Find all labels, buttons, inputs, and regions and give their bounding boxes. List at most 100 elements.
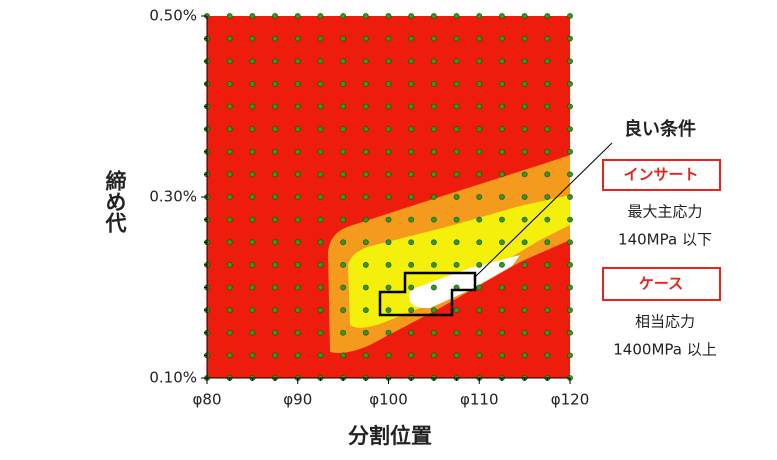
grid-point (476, 284, 483, 291)
grid-point (362, 58, 369, 65)
grid-point (362, 171, 369, 178)
grid-point (544, 329, 551, 336)
grid-point (340, 103, 347, 110)
grid-point (408, 261, 415, 268)
grid-point (521, 35, 528, 42)
grid-point (249, 352, 256, 359)
leader-line (473, 142, 613, 279)
grid-point (294, 103, 301, 110)
grid-point (567, 80, 573, 87)
grid-point (226, 126, 233, 133)
x-tick-label: φ80 (193, 391, 222, 409)
grid-point (453, 35, 460, 42)
grid-point (430, 58, 437, 65)
grid-point (272, 171, 278, 178)
grid-point (453, 307, 460, 314)
grid-point (567, 261, 573, 268)
grid-point (544, 13, 551, 19)
grid-point (453, 216, 460, 223)
grid-point (249, 58, 256, 65)
grid-point (567, 329, 573, 336)
grid-point (385, 216, 392, 223)
grid-point (430, 80, 437, 87)
grid-point (340, 13, 347, 19)
grid-point (499, 148, 505, 155)
grid-point (226, 80, 233, 87)
grid-point (544, 58, 551, 65)
grid-point (249, 103, 256, 110)
grid-point (249, 216, 256, 223)
grid-point (272, 307, 278, 314)
grid-point (476, 148, 483, 155)
grid-point (317, 216, 324, 223)
grid-point (272, 35, 278, 42)
grid-point (521, 261, 528, 268)
grid-point (340, 261, 347, 268)
grid-point (362, 352, 369, 359)
grid-point (226, 216, 233, 223)
grid-point (521, 103, 528, 110)
case-condition: 1400MPa 以上 (613, 341, 716, 359)
case-condition: 相当応力 (635, 313, 695, 331)
grid-point (340, 307, 347, 314)
grid-point (362, 103, 369, 110)
grid-point (544, 80, 551, 87)
grid-point (430, 239, 437, 246)
grid-point (340, 216, 347, 223)
grid-point (385, 103, 392, 110)
grid-point (499, 261, 505, 268)
grid-point (249, 13, 256, 19)
grid-point (249, 126, 256, 133)
grid-point (453, 239, 460, 246)
grid-point (272, 329, 278, 336)
grid-point (499, 35, 505, 42)
grid-point (567, 58, 573, 65)
grid-point (476, 307, 483, 314)
grid-point (249, 171, 256, 178)
grid-point (521, 284, 528, 291)
insert-label: インサート (623, 166, 698, 184)
grid-point (340, 171, 347, 178)
grid-point (385, 329, 392, 336)
good-label: 良い条件 (624, 118, 696, 140)
grid-point (521, 148, 528, 155)
grid-point (317, 148, 324, 155)
y-tick-label: 0.10% (149, 369, 197, 387)
grid-point (340, 80, 347, 87)
grid-point (544, 194, 551, 200)
grid-point (226, 284, 233, 291)
grid-point (408, 194, 415, 200)
grid-point (408, 13, 415, 19)
grid-point (272, 58, 278, 65)
grid-point (317, 13, 324, 19)
grid-point (294, 352, 301, 359)
grid-point (521, 216, 528, 223)
grid-point (317, 352, 324, 359)
grid-point (294, 171, 301, 178)
grid-point (408, 148, 415, 155)
grid-point (317, 239, 324, 246)
grid-point (430, 171, 437, 178)
grid-point (453, 58, 460, 65)
grid-point (499, 329, 505, 336)
grid-point (362, 80, 369, 87)
grid-point (567, 171, 573, 178)
grid-point (499, 239, 505, 246)
grid-point (544, 261, 551, 268)
grid-point (408, 352, 415, 359)
grid-point (544, 239, 551, 246)
grid-point (249, 35, 256, 42)
grid-point (567, 239, 573, 246)
grid-point (226, 35, 233, 42)
grid-point (544, 352, 551, 359)
points (204, 13, 573, 381)
grid-point (453, 103, 460, 110)
grid-point (544, 171, 551, 178)
grid-point (249, 307, 256, 314)
grid-point (317, 307, 324, 314)
grid-point (521, 126, 528, 133)
grid-point (385, 148, 392, 155)
x-axis-title: 分割位置 (348, 424, 432, 448)
grid-point (294, 58, 301, 65)
